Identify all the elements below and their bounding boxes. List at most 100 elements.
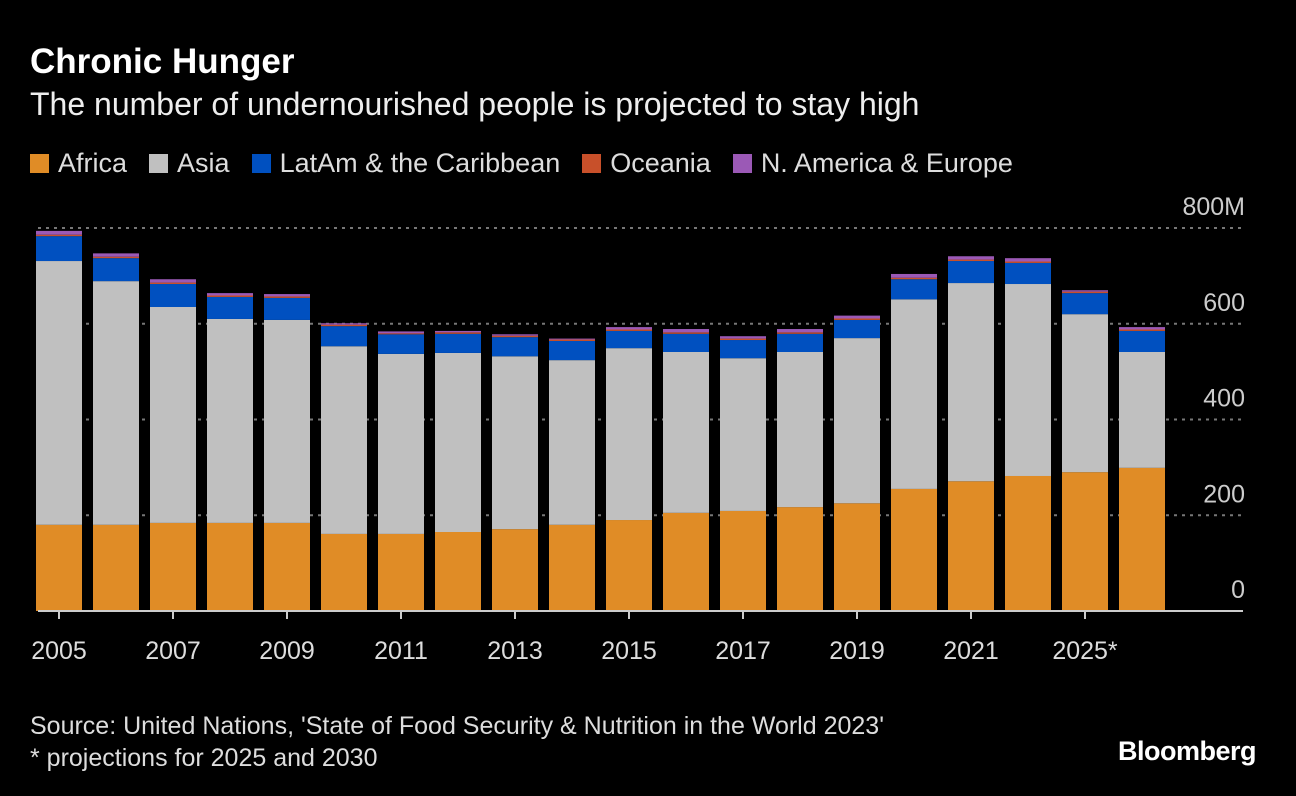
bar-segment <box>720 510 766 611</box>
bar-segment <box>321 323 367 325</box>
bar-segment <box>663 332 709 334</box>
bar-segment <box>492 337 538 357</box>
bar-segment <box>720 340 766 359</box>
legend-item: LatAm & the Caribbean <box>251 148 561 179</box>
y-tick-label: 800M <box>1182 193 1245 221</box>
bar-segment <box>93 253 139 257</box>
legend-label: LatAm & the Caribbean <box>279 148 561 178</box>
legend-swatch <box>149 154 169 173</box>
bar-segment <box>207 522 253 611</box>
bar-segment <box>720 358 766 511</box>
bar-segment <box>93 524 139 611</box>
bar-segment <box>264 297 310 320</box>
x-tick-label: 2007 <box>145 637 201 665</box>
bar-segment <box>891 279 937 300</box>
bar-segment <box>834 318 880 320</box>
legend-label: Africa <box>58 148 128 178</box>
bar-segment <box>435 330 481 333</box>
bar-segment <box>834 319 880 339</box>
y-tick-label: 600 <box>1203 289 1245 317</box>
bar-segment <box>1062 314 1108 473</box>
x-tick-label: 2017 <box>715 637 771 665</box>
bar-segment <box>1062 472 1108 611</box>
bar-segment <box>93 258 139 282</box>
x-tick-label: 2011 <box>374 637 428 665</box>
bar-segment <box>948 283 994 482</box>
bar-segment <box>1005 261 1051 263</box>
bar-segment <box>207 296 253 319</box>
bar-segment <box>1062 290 1108 292</box>
bar-segment <box>777 351 823 508</box>
bar-segment <box>891 299 937 489</box>
bloomberg-logo: Bloomberg <box>1117 736 1257 766</box>
bar-segment <box>834 338 880 504</box>
legend-item: N. America & Europe <box>732 148 1013 179</box>
bar-segment <box>777 332 823 334</box>
bar-segment <box>492 529 538 611</box>
footnote: * projections for 2025 and 2030 <box>30 744 378 772</box>
bar-segment <box>207 318 253 523</box>
bar-segment <box>321 326 367 347</box>
bar-segment <box>150 306 196 523</box>
bar-segment <box>492 356 538 530</box>
legend-label: Asia <box>177 148 230 178</box>
bar-segment <box>1005 475 1051 611</box>
bar-segment <box>606 348 652 521</box>
bar-segment <box>1119 327 1165 330</box>
bar-segment <box>492 334 538 336</box>
bar-segment <box>150 284 196 307</box>
bar-segment <box>36 230 82 235</box>
bar-segment <box>549 360 595 525</box>
bar-segment <box>378 331 424 334</box>
bar-segment <box>606 327 652 330</box>
legend-item: Oceania <box>582 148 711 179</box>
bar-segment <box>36 261 82 525</box>
bar-segment <box>1005 258 1051 262</box>
bar-segment <box>264 294 310 297</box>
bar-segment <box>150 282 196 285</box>
bar-segment <box>549 338 595 340</box>
bar-segment <box>1005 284 1051 476</box>
bar-segment <box>663 351 709 513</box>
bar-segment <box>663 333 709 352</box>
legend-swatch <box>30 154 49 173</box>
x-tick-label: 2013 <box>487 637 543 665</box>
bar-segment <box>777 329 823 333</box>
bar-segment <box>321 324 367 327</box>
legend-label: N. America & Europe <box>760 148 1013 178</box>
bar-segment <box>663 329 709 333</box>
bar-segment <box>264 296 310 298</box>
bar-segment <box>435 532 481 611</box>
bar-segment <box>777 507 823 611</box>
legend: Africa Asia LatAm & the Caribbean Oceania N.… <box>30 148 1013 179</box>
bar-segment <box>264 522 310 611</box>
bar-segment <box>321 533 367 611</box>
x-tick-label: 2005 <box>31 637 87 665</box>
bar-segment <box>720 336 766 339</box>
bar-segment <box>663 512 709 611</box>
y-tick-label: 200 <box>1203 480 1245 508</box>
bar-segment <box>150 522 196 611</box>
bar-segment <box>207 293 253 296</box>
bar-segment <box>1119 351 1165 468</box>
legend-item: Africa <box>30 148 127 179</box>
bar-segment <box>435 352 481 533</box>
bar-segment <box>606 329 652 331</box>
bar-segment <box>435 332 481 334</box>
bar-segment <box>36 524 82 611</box>
bar-segment <box>36 236 82 262</box>
bar-segment <box>492 335 538 338</box>
y-tick-label: 400 <box>1203 385 1245 413</box>
bar-segment <box>378 333 424 335</box>
source-text: Source: United Nations, 'State of Food S… <box>30 712 884 740</box>
bar-segment <box>1062 291 1108 294</box>
bar-segment <box>150 279 196 283</box>
bar-segment <box>93 281 139 525</box>
bar-segment <box>378 533 424 611</box>
bar-segment <box>36 234 82 237</box>
bar-segment <box>948 261 994 284</box>
x-tick-label: 2015 <box>601 637 657 665</box>
chart-subtitle: The number of undernourished people is p… <box>30 86 920 122</box>
x-tick-label: 2025* <box>1052 637 1118 665</box>
